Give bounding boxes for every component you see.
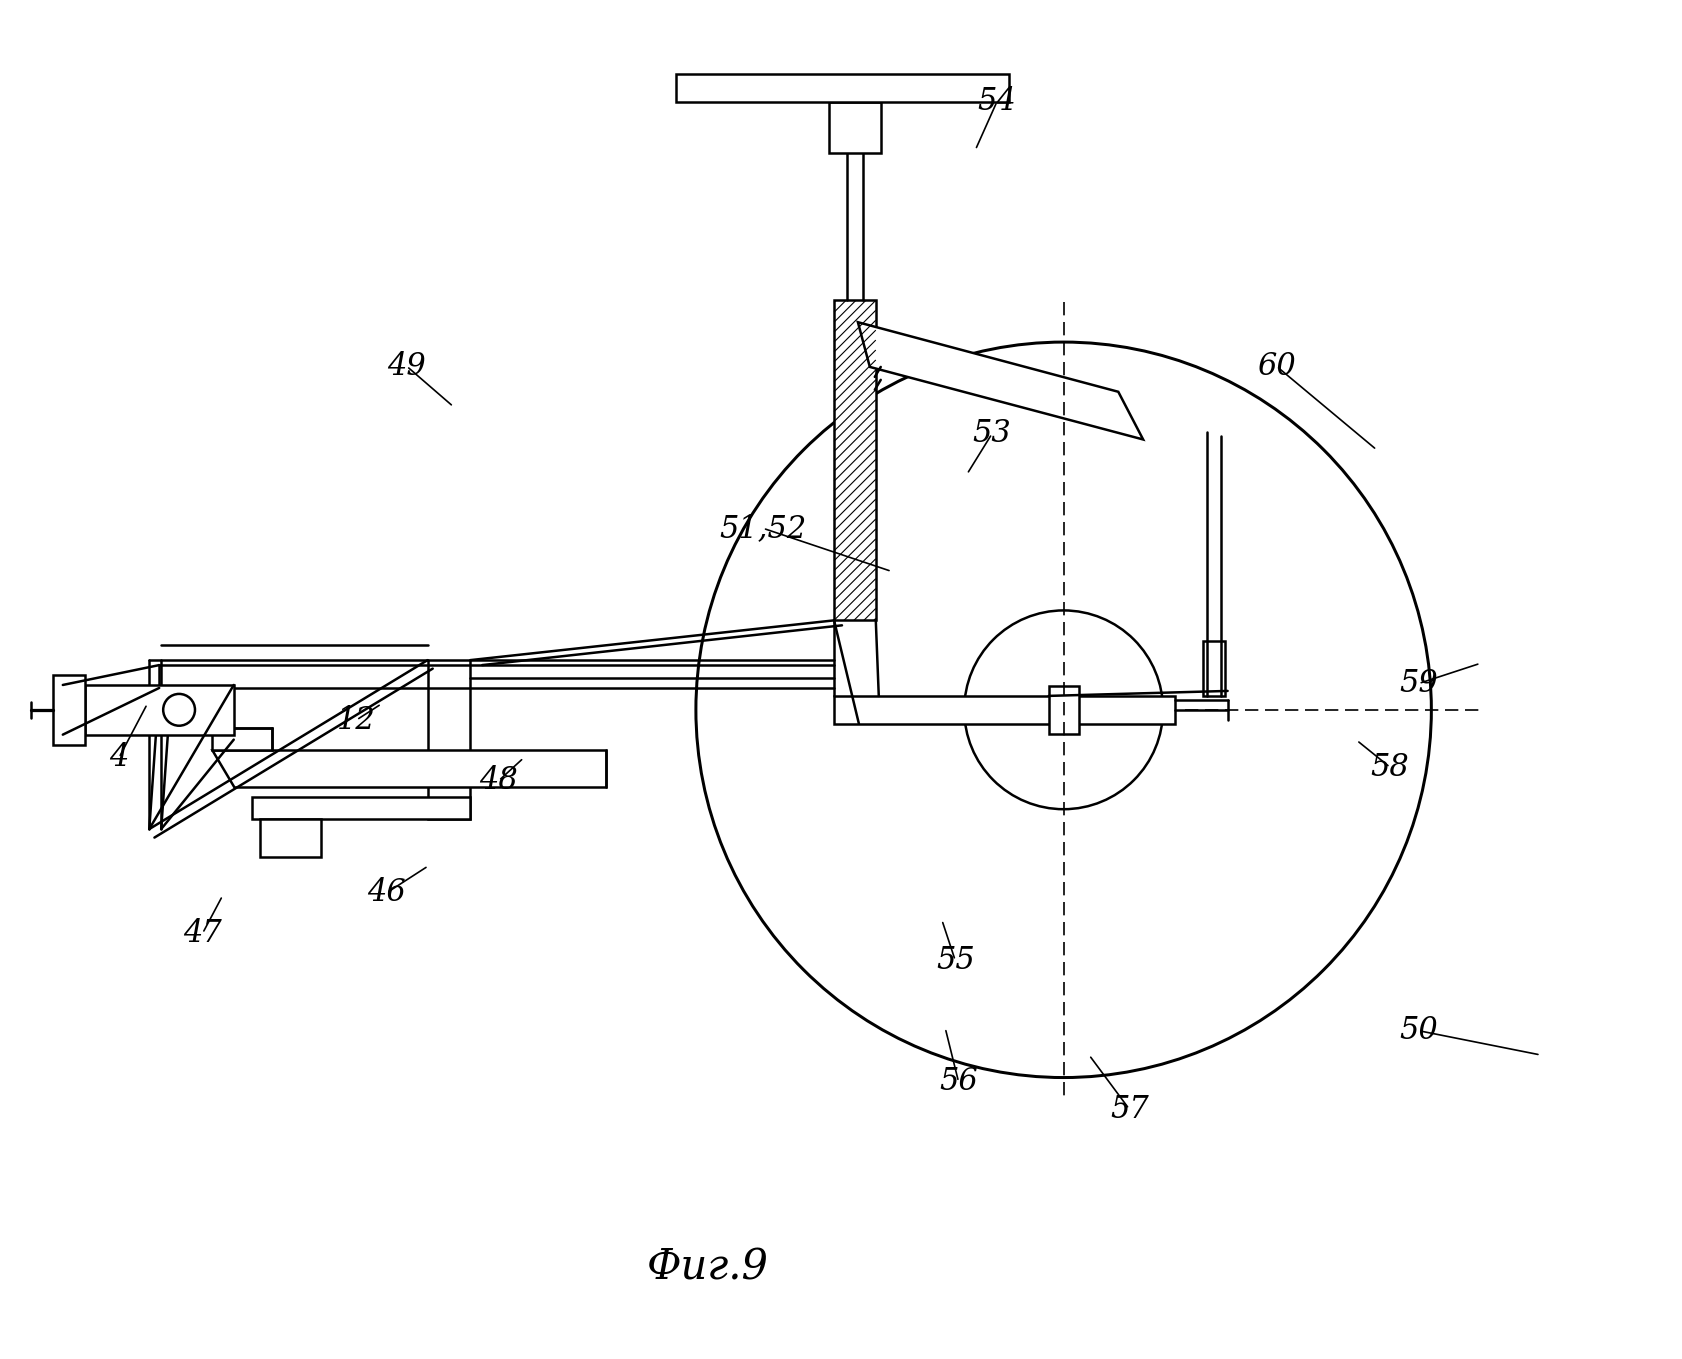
- Text: 50: 50: [1398, 1015, 1436, 1046]
- Bar: [52, 675, 84, 745]
- Bar: [84, 685, 234, 735]
- Text: 57: 57: [1108, 1094, 1147, 1124]
- Text: 12: 12: [336, 704, 375, 735]
- Text: 58: 58: [1369, 752, 1410, 783]
- Polygon shape: [858, 322, 1142, 439]
- Bar: [1203, 641, 1224, 696]
- Bar: [259, 819, 321, 858]
- Text: 51,52: 51,52: [718, 512, 806, 544]
- Circle shape: [695, 342, 1430, 1078]
- Bar: [252, 798, 469, 819]
- Text: 47: 47: [183, 917, 222, 949]
- Bar: [676, 73, 1009, 102]
- Text: 59: 59: [1398, 669, 1436, 699]
- Text: 54: 54: [977, 86, 1016, 117]
- Circle shape: [163, 694, 195, 726]
- Text: 60: 60: [1256, 351, 1295, 382]
- Text: 49: 49: [387, 351, 426, 382]
- Bar: [834, 300, 875, 620]
- Bar: [427, 660, 469, 819]
- Circle shape: [964, 610, 1162, 809]
- Text: Фиг.9: Фиг.9: [646, 1246, 769, 1288]
- Polygon shape: [212, 727, 271, 750]
- Text: 53: 53: [972, 419, 1011, 450]
- Text: 4: 4: [109, 742, 128, 773]
- Bar: [834, 696, 1174, 724]
- Text: 55: 55: [935, 945, 974, 976]
- Bar: [1048, 686, 1078, 734]
- Text: 46: 46: [367, 878, 405, 908]
- Text: 48: 48: [479, 765, 518, 796]
- Bar: [829, 102, 880, 154]
- Polygon shape: [212, 750, 606, 787]
- Text: 56: 56: [939, 1067, 977, 1098]
